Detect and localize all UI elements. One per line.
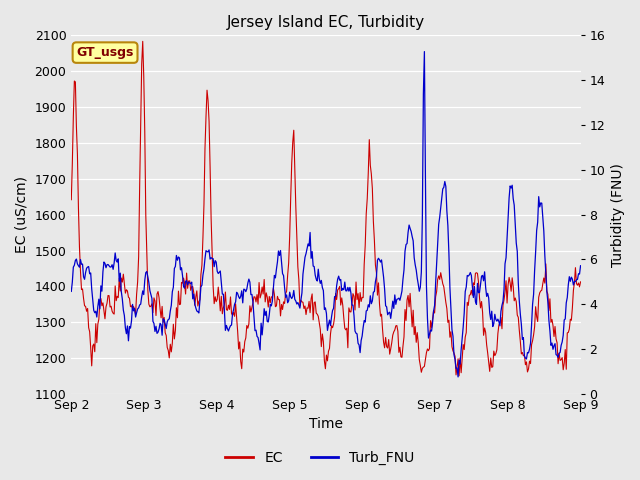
- Y-axis label: EC (uS/cm): EC (uS/cm): [15, 176, 29, 253]
- X-axis label: Time: Time: [309, 418, 343, 432]
- Legend: EC, Turb_FNU: EC, Turb_FNU: [220, 445, 420, 471]
- Title: Jersey Island EC, Turbidity: Jersey Island EC, Turbidity: [227, 15, 425, 30]
- Y-axis label: Turbidity (FNU): Turbidity (FNU): [611, 163, 625, 266]
- Text: GT_usgs: GT_usgs: [76, 46, 134, 59]
